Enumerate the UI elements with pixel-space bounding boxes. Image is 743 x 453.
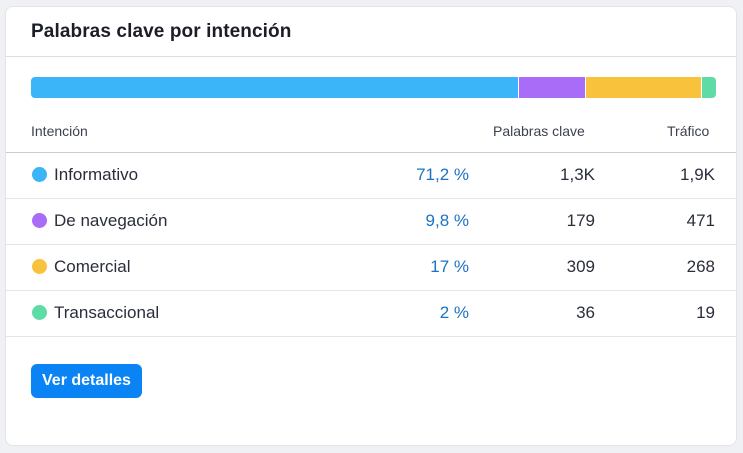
keywords-count: 179 bbox=[566, 211, 595, 230]
intent-card: Palabras clave por intención Intención P… bbox=[5, 6, 737, 446]
view-details-button[interactable]: Ver detalles bbox=[31, 364, 142, 398]
header-divider bbox=[6, 152, 736, 153]
intent-label: Transaccional bbox=[54, 303, 160, 322]
title-divider bbox=[6, 56, 736, 57]
intent-label: Comercial bbox=[54, 257, 131, 276]
traffic-value: 471 bbox=[686, 211, 715, 230]
navigational-dot-icon bbox=[32, 213, 47, 228]
card-title: Palabras clave por intención bbox=[31, 21, 292, 42]
traffic-value: 19 bbox=[696, 303, 715, 322]
intent-percent-link[interactable]: 71,2 % bbox=[416, 165, 469, 184]
distribution-segment-informativo bbox=[31, 77, 519, 98]
intent-label: Informativo bbox=[54, 165, 139, 184]
intent-percent-link[interactable]: 9,8 % bbox=[425, 211, 469, 230]
keywords-count: 1,3K bbox=[560, 165, 595, 184]
transactional-dot-icon bbox=[32, 305, 47, 320]
intent-percent-link[interactable]: 17 % bbox=[430, 257, 469, 276]
intent-row-commercial: Comercial 17 % 309 268 bbox=[6, 245, 736, 291]
intent-row-transactional: Transaccional 2 % 36 19 bbox=[6, 291, 736, 337]
keywords-count: 36 bbox=[576, 303, 595, 322]
distribution-segment-de-navegación bbox=[518, 77, 586, 98]
column-header-traffic: Tráfico bbox=[667, 123, 710, 139]
commercial-dot-icon bbox=[32, 259, 47, 274]
distribution-segment-comercial bbox=[585, 77, 703, 98]
intent-percent-link[interactable]: 2 % bbox=[439, 303, 469, 322]
traffic-value: 268 bbox=[686, 257, 715, 276]
intent-distribution-bar bbox=[31, 77, 716, 98]
keywords-count: 309 bbox=[566, 257, 595, 276]
informational-dot-icon bbox=[32, 167, 47, 182]
intent-label: De navegación bbox=[54, 211, 168, 230]
traffic-value: 1,9K bbox=[680, 165, 715, 184]
intent-row-informational: Informativo 71,2 % 1,3K 1,9K bbox=[6, 153, 736, 199]
column-header-keywords: Palabras clave bbox=[493, 123, 585, 139]
intent-table: Informativo 71,2 % 1,3K 1,9K De navegaci… bbox=[6, 153, 736, 337]
distribution-segment-transaccional bbox=[702, 77, 716, 98]
intent-row-navigational: De navegación 9,8 % 179 471 bbox=[6, 199, 736, 245]
column-header-intent: Intención bbox=[31, 123, 88, 139]
